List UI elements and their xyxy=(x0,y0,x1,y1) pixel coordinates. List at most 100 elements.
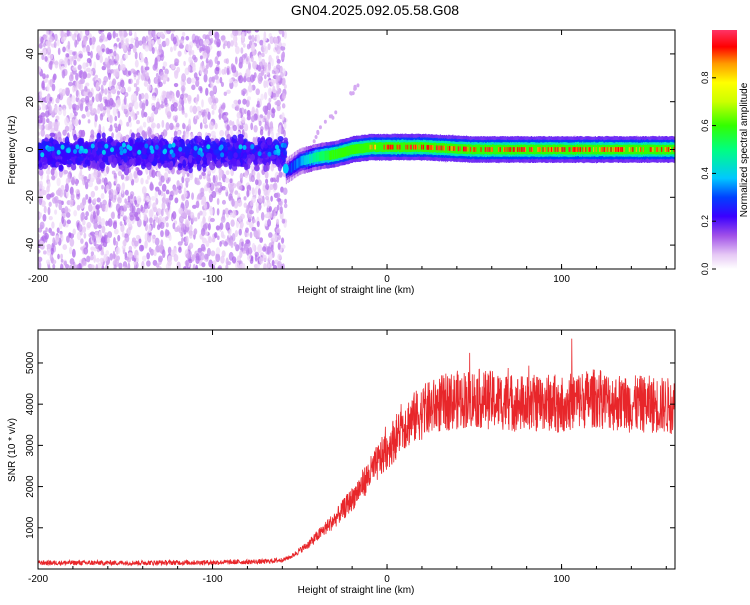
spectrogram-cell xyxy=(38,124,43,130)
spectrogram-cell xyxy=(108,73,111,80)
spectrogram-cell xyxy=(42,73,46,80)
spectrogram-cell xyxy=(40,129,45,137)
spectrogram-cell xyxy=(237,99,242,105)
spectrogram-cell xyxy=(215,253,221,263)
spectrogram-cell xyxy=(127,86,132,93)
spectrogram-cell xyxy=(168,143,173,149)
spectrogram-cell xyxy=(81,129,85,138)
spectrogram-cell xyxy=(160,208,164,217)
spectrogram-cell xyxy=(39,180,43,190)
spectrogram-cell xyxy=(96,197,101,203)
spectrogram-cell xyxy=(109,253,114,261)
spectrogram-cell xyxy=(147,30,151,35)
spectrogram-cell xyxy=(185,235,189,245)
spectrogram-cell xyxy=(267,151,272,157)
spectrogram-cell xyxy=(51,83,56,92)
spectrogram-cell xyxy=(226,124,230,131)
spectrogram-cell xyxy=(179,42,183,48)
spectrogram-cell xyxy=(77,138,84,145)
spectrogram-cell xyxy=(214,181,219,187)
spectrogram-cell xyxy=(116,156,122,163)
spectrogram-cell xyxy=(99,258,103,267)
spectrogram-cell xyxy=(248,34,252,41)
spectrogram-cell xyxy=(239,124,244,130)
spectrogram-cell xyxy=(76,264,80,269)
spectrogram-cell xyxy=(182,122,186,130)
spectrogram-cell xyxy=(225,264,229,269)
spectrogram-cell xyxy=(131,205,136,214)
spectrogram-cell xyxy=(51,221,55,229)
spectrogram-cell xyxy=(211,95,216,100)
spectrogram-cell xyxy=(226,67,230,76)
spectrogram-cell xyxy=(265,161,270,172)
spectrogram-cell xyxy=(209,207,214,216)
spectrogram-cell xyxy=(173,69,179,76)
spectrogram-cell xyxy=(48,201,52,207)
spectrogram-cell xyxy=(60,37,66,43)
spectrogram-cell xyxy=(157,189,162,196)
spectrogram-cell xyxy=(111,80,115,88)
spectrogram-cell xyxy=(144,143,149,149)
spectrogram-cell xyxy=(180,93,184,100)
spectrogram-cell xyxy=(188,258,193,264)
spectrogram-cell xyxy=(61,69,66,79)
spectrogram-cell xyxy=(218,50,222,57)
spectrogram-cell xyxy=(219,129,225,137)
spectrogram-cell xyxy=(141,260,145,269)
spectrogram-cell xyxy=(130,68,136,73)
spectrogram-cell xyxy=(176,225,181,232)
spectrogram-cell xyxy=(138,238,142,244)
spectrogram-cell xyxy=(238,75,244,84)
spectrogram-cell xyxy=(95,264,99,269)
spectrogram-cell xyxy=(116,37,120,42)
spectrogram-cell xyxy=(99,30,105,33)
spectrogram-cell xyxy=(225,187,228,193)
spectrogram-cell xyxy=(259,257,264,265)
spectrogram-cell xyxy=(252,60,258,70)
spectrogram-cell xyxy=(250,199,254,207)
spectrogram-cell xyxy=(267,218,272,227)
spectrogram-cell xyxy=(185,131,190,138)
spectrogram-cell xyxy=(241,241,244,247)
spectrogram-cell xyxy=(71,33,76,40)
spectrogram-cell xyxy=(76,57,81,62)
spectrogram-cell xyxy=(101,265,105,269)
spectrogram-cell xyxy=(271,58,274,67)
spectrogram-cell xyxy=(106,32,112,41)
spectrogram-cell xyxy=(117,197,122,204)
spectrogram-cell xyxy=(247,84,253,93)
spectrogram-cell xyxy=(147,126,152,135)
spectrogram-cell xyxy=(235,219,240,229)
spectrogram-cell xyxy=(177,50,182,57)
spectrogram-cell xyxy=(108,198,112,208)
spectrogram-cell xyxy=(211,110,215,115)
spectrogram-cell xyxy=(237,135,244,145)
spectrogram-cell xyxy=(39,221,45,230)
spectrogram-cell xyxy=(139,52,144,60)
spectrogram-cell xyxy=(283,84,287,89)
spectrogram-cell xyxy=(120,174,125,180)
spectrogram-cell xyxy=(270,195,273,202)
spectrogram-cell xyxy=(215,78,221,84)
spectrogram-cell xyxy=(124,189,129,196)
spectrogram-cell xyxy=(263,62,268,68)
spectrogram-cell xyxy=(46,248,51,256)
spectrogram-cell xyxy=(91,234,95,241)
spectrogram-cell xyxy=(150,116,154,123)
spectrogram-cell xyxy=(138,93,142,102)
spectrogram-cell xyxy=(98,49,103,57)
spectrogram-cell xyxy=(231,103,236,109)
spectrogram-cell xyxy=(66,219,71,225)
spectrogram-cell xyxy=(60,258,64,263)
spectrogram-cell xyxy=(184,199,190,209)
spectrogram-cell xyxy=(164,228,168,238)
spectrogram-cell xyxy=(182,169,186,178)
spectrogram-cell xyxy=(44,232,49,240)
spectrogram-cell xyxy=(65,53,70,58)
spectrogram-cell xyxy=(99,103,104,112)
spectrogram-cell xyxy=(109,97,114,106)
spectrogram-cell xyxy=(149,181,154,190)
spectrogram-cell xyxy=(141,130,146,137)
spectrogram-cell xyxy=(171,152,176,158)
